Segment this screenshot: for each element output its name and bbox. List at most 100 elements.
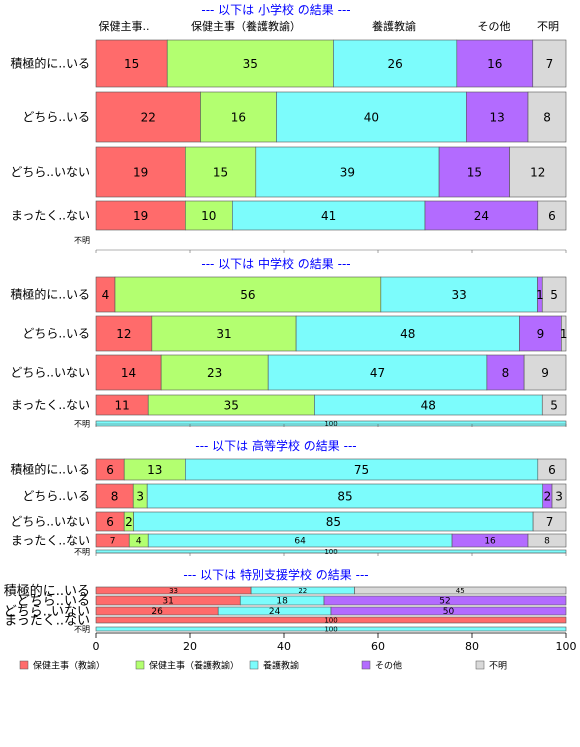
data-label: 85 <box>326 515 341 529</box>
data-label: 33 <box>169 587 178 595</box>
bar-segment <box>95 315 153 352</box>
bar-segment <box>95 354 162 391</box>
panel-2: --- 以下は 中学校 の結果 ---積極的に..いる 4 56 33 1 5どちら..い… <box>10 256 567 428</box>
bar-segment <box>561 315 567 352</box>
data-label: 35 <box>224 398 239 412</box>
legend-label: 養護教諭 <box>263 660 299 672</box>
data-label: 16 <box>231 110 246 124</box>
data-label: 8 <box>544 537 550 547</box>
row-label: どちら..いない <box>10 366 90 380</box>
bar-segment <box>551 483 567 509</box>
data-label: 26 <box>151 607 163 617</box>
data-label: 13 <box>490 110 505 124</box>
data-label: 26 <box>387 57 402 71</box>
bar-segment <box>527 533 567 548</box>
column-header: その他 <box>478 20 511 33</box>
data-label: 85 <box>337 489 352 503</box>
bar-segment <box>323 595 567 606</box>
row-label: まったく..ない <box>11 209 90 223</box>
data-label: 11 <box>114 398 129 412</box>
bar-segment <box>541 276 567 313</box>
row-label: まったく..ない <box>4 614 90 629</box>
bar-segment <box>114 276 382 313</box>
panel-title: --- 以下は 高等学校 の結果 --- <box>195 438 356 453</box>
bar-segment <box>541 394 567 416</box>
data-label: 15 <box>467 165 482 179</box>
data-label: 4 <box>136 537 142 547</box>
bar-segment <box>185 146 257 198</box>
bar-segment <box>276 91 467 143</box>
row-label: どちら..いる <box>22 489 90 503</box>
data-label: 12 <box>116 327 131 341</box>
bar-segment <box>509 146 567 198</box>
panel-title: --- 以下は 中学校 の結果 --- <box>201 256 350 271</box>
panel-3: --- 以下は 高等学校 の結果 --- 積極的に..いる 6 13 75 6 どちら..い… <box>10 438 567 556</box>
data-label: 1 <box>536 288 544 302</box>
data-label: 16 <box>487 57 502 71</box>
data-label: 10 <box>201 209 216 223</box>
legend-label: 保健主事（養護教諭） <box>149 660 239 672</box>
column-header: 保健主事.. <box>99 19 150 33</box>
x-tick-label: 0 <box>93 640 100 653</box>
bar-segment <box>354 586 567 595</box>
data-label: 48 <box>421 398 436 412</box>
legend-swatch <box>135 660 145 670</box>
data-label: 75 <box>354 463 369 477</box>
row-label: どちら..いる <box>17 594 90 609</box>
data-label: 22 <box>298 587 307 595</box>
column-header: 保健主事（養護教諭） <box>191 19 301 33</box>
data-label: 6 <box>548 463 556 477</box>
bar-segment <box>527 91 567 143</box>
data-label: 7 <box>110 537 116 547</box>
bar-segment <box>160 354 269 391</box>
row-label: どちら..いない <box>4 605 90 620</box>
bar-segment <box>200 91 277 143</box>
bar-segment <box>95 616 567 624</box>
bar-segment <box>537 458 567 481</box>
bar-segment <box>95 420 567 427</box>
data-label: 22 <box>141 110 156 124</box>
bar-segment <box>95 483 134 509</box>
legend-swatch <box>475 660 485 670</box>
data-label: 7 <box>546 515 554 529</box>
data-label: 3 <box>136 489 144 503</box>
bar-segment <box>295 315 520 352</box>
data-label: 100 <box>324 548 337 556</box>
data-label: 5 <box>550 398 558 412</box>
data-label: 13 <box>147 463 162 477</box>
row-label: どちら..いる <box>22 110 90 124</box>
bar-segment <box>267 354 488 391</box>
panel-title: --- 以下は 特別支援学校 の結果 --- <box>183 567 368 582</box>
row-label: 積極的に..いる <box>10 56 90 71</box>
data-label: 7 <box>546 57 554 71</box>
legend-swatch <box>249 660 259 670</box>
data-label: 31 <box>162 597 173 607</box>
data-label: 47 <box>370 366 385 380</box>
data-label: 31 <box>216 327 231 341</box>
row-label: どちら..いない <box>10 515 90 529</box>
x-tick-label: 80 <box>465 640 479 653</box>
legend-label: 不明 <box>489 661 507 672</box>
data-label: 9 <box>537 327 545 341</box>
data-label: 23 <box>207 366 222 380</box>
data-label: 15 <box>124 57 139 71</box>
bar-segment <box>95 146 186 198</box>
data-label: 50 <box>443 607 455 617</box>
row-label: 不明 <box>74 625 90 634</box>
column-header: 養護教諭 <box>372 19 416 33</box>
legend: 保健主事（教諭） 保健主事（養護教諭） 養護教諭 その他 不明 <box>19 660 507 672</box>
bar-segment <box>146 483 544 509</box>
x-tick-label: 60 <box>371 640 385 653</box>
data-label: 35 <box>243 57 258 71</box>
data-label: 6 <box>106 463 114 477</box>
data-label: 45 <box>456 587 465 595</box>
data-label: 33 <box>452 288 467 302</box>
data-label: 12 <box>530 165 545 179</box>
x-tick-label: 40 <box>277 640 291 653</box>
data-label: 2 <box>125 515 133 529</box>
data-label: 8 <box>502 366 510 380</box>
bar-segment <box>523 354 567 391</box>
row-label: 不明 <box>74 236 90 245</box>
data-label: 3 <box>555 489 563 503</box>
row-label: どちら..いる <box>22 327 90 341</box>
